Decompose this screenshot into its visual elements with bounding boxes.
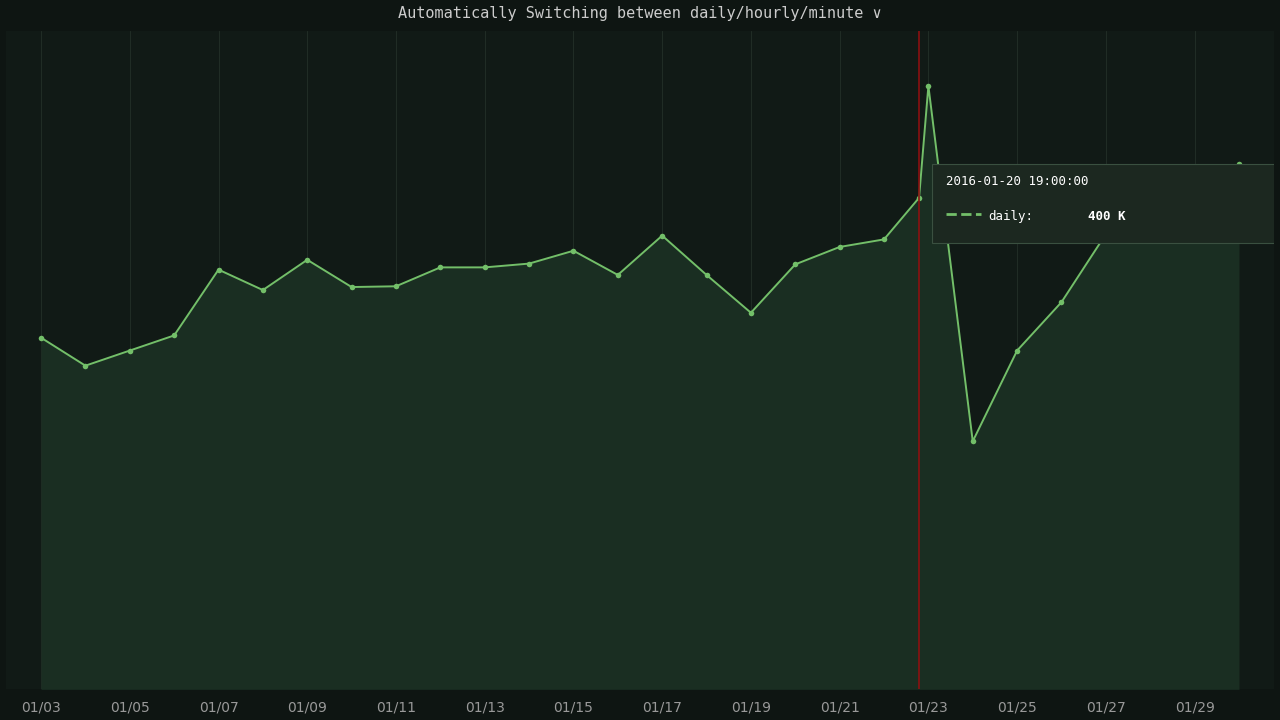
Point	[430, 261, 451, 273]
FancyBboxPatch shape	[932, 163, 1279, 243]
Point	[252, 284, 273, 296]
Point	[652, 230, 672, 241]
Point	[518, 258, 539, 269]
Point	[963, 436, 983, 447]
Point	[385, 281, 406, 292]
Point	[874, 233, 895, 245]
Point	[918, 80, 938, 91]
Title: Automatically Switching between daily/hourly/minute ∨: Automatically Switching between daily/ho…	[398, 6, 882, 21]
Point	[1051, 297, 1071, 308]
Point	[909, 192, 929, 204]
Point	[164, 330, 184, 341]
Point	[829, 241, 850, 253]
Point	[696, 269, 717, 281]
Point	[31, 332, 51, 343]
Text: daily:: daily:	[988, 210, 1033, 222]
Point	[608, 269, 628, 281]
Point	[1007, 345, 1028, 356]
Point	[1184, 198, 1204, 210]
Point	[1229, 158, 1249, 169]
Text: 400 K: 400 K	[1088, 210, 1125, 222]
Point	[563, 245, 584, 256]
Point	[76, 360, 96, 372]
Point	[741, 307, 762, 318]
Point	[475, 261, 495, 273]
Point	[209, 264, 229, 276]
Text: 2016-01-20 19:00:00: 2016-01-20 19:00:00	[946, 175, 1088, 188]
Point	[297, 254, 317, 266]
Point	[342, 282, 362, 293]
Point	[1140, 211, 1161, 222]
Point	[1096, 228, 1116, 240]
Point	[785, 258, 805, 270]
Point	[119, 345, 140, 356]
